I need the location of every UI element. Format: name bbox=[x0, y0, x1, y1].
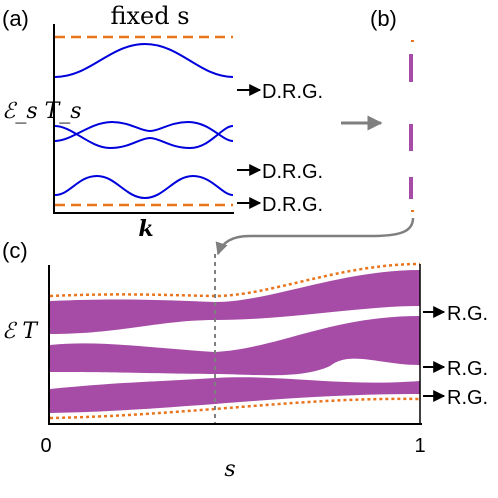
drg-label-1: D.R.G. bbox=[262, 81, 323, 103]
panel-b-label: (b) bbox=[370, 6, 397, 31]
panel-c-xtick-0: 0 bbox=[40, 435, 51, 457]
drg-label-3: D.R.G. bbox=[262, 194, 323, 216]
panel-a-xlabel: k bbox=[138, 216, 153, 242]
panel-c-ylabel: ℰ T bbox=[2, 319, 39, 344]
panel-c-band-middle bbox=[50, 316, 420, 376]
panel-a-label: (a) bbox=[2, 6, 29, 31]
rg-label-3: R.G. bbox=[447, 387, 488, 409]
panel-a-band-middle-2 bbox=[54, 120, 234, 142]
b-to-c-arrow bbox=[215, 217, 415, 256]
panel-c-band-bottom bbox=[50, 377, 420, 413]
panel-c-xtick-1: 1 bbox=[414, 435, 425, 457]
panel-a-band-bottom bbox=[54, 174, 234, 200]
panel-c-xlabel: s bbox=[224, 457, 235, 482]
panel-a-band-top bbox=[54, 42, 234, 78]
drg-label-2: D.R.G. bbox=[262, 161, 323, 183]
panel-c-upper-boundary bbox=[49, 262, 421, 298]
rg-label-2: R.G. bbox=[447, 358, 488, 380]
panel-c-label: (c) bbox=[2, 238, 28, 263]
panel-a-title: fixed s bbox=[110, 2, 189, 30]
panel-c-band-top bbox=[50, 270, 420, 334]
rg-label-1: R.G. bbox=[447, 303, 488, 325]
panel-a-ylabel: ℰ_s T_s bbox=[2, 99, 82, 124]
panel-a-band-middle-1 bbox=[54, 125, 234, 150]
